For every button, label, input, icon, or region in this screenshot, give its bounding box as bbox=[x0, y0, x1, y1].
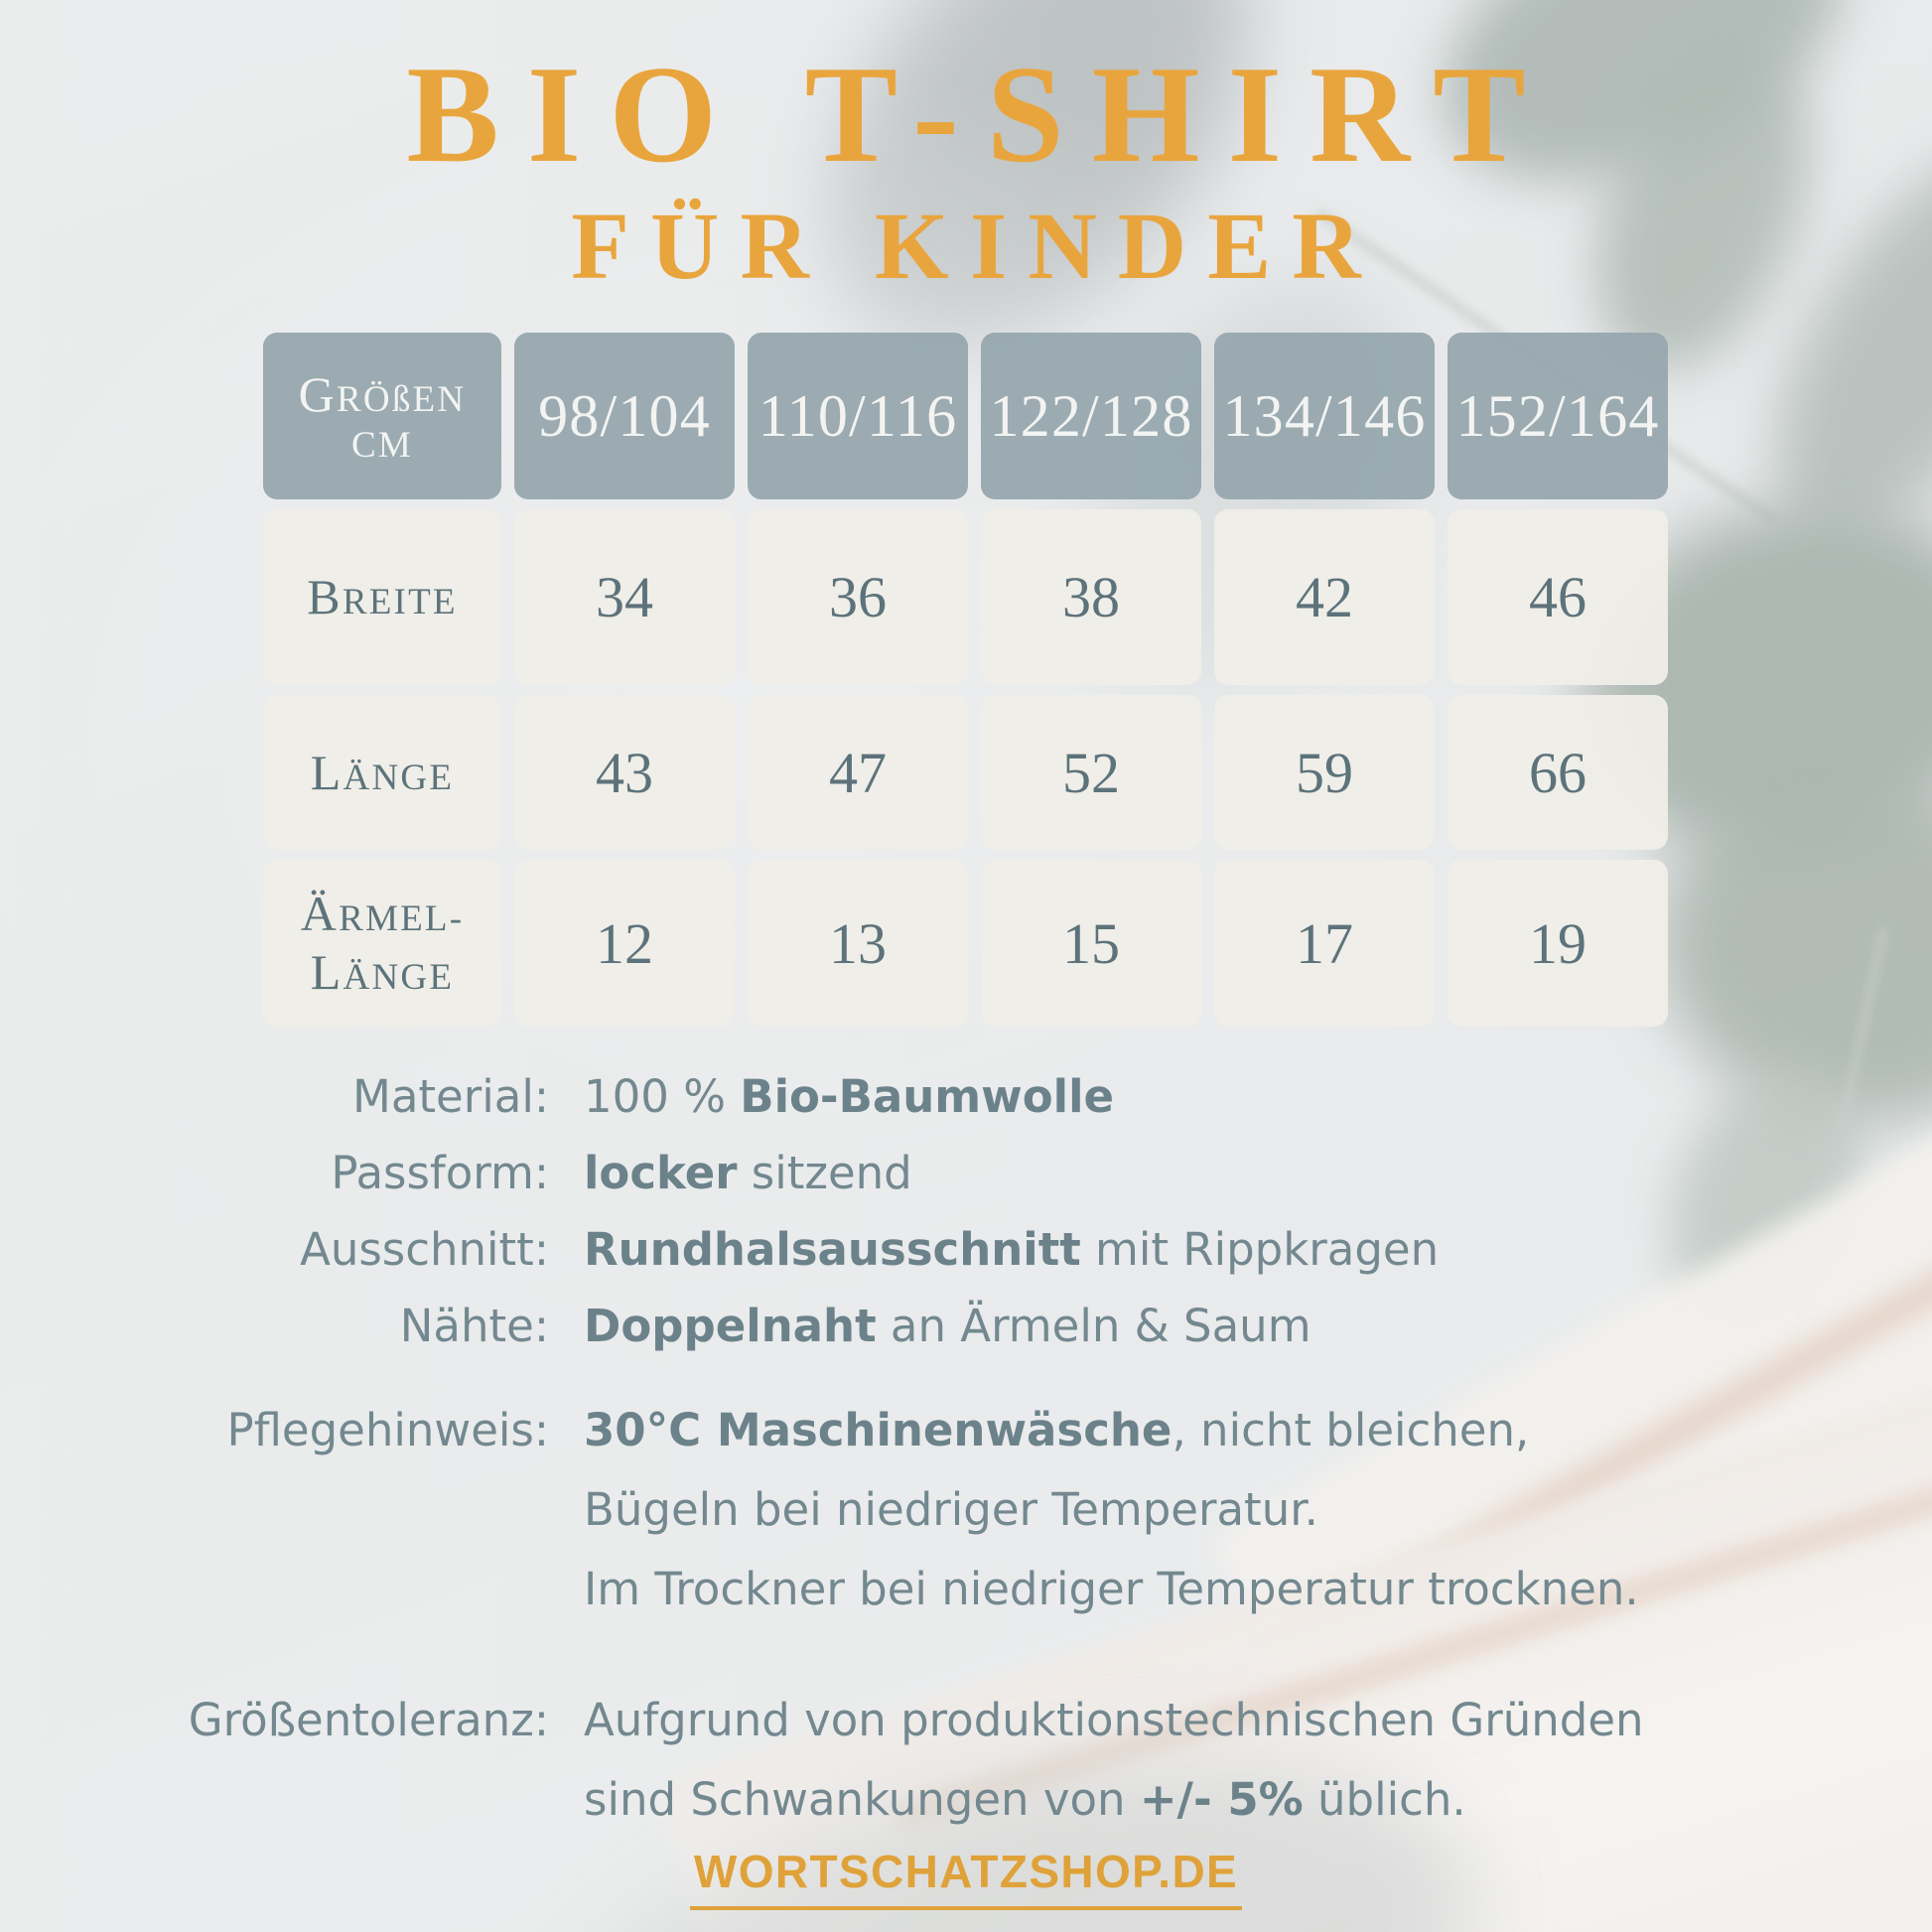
size-row-label-breite: BREITE bbox=[263, 509, 501, 685]
size-row-label-laenge: LÄNGE bbox=[263, 695, 501, 850]
product-title: BIO T-SHIRT bbox=[406, 38, 1554, 192]
size-table-corner-header: GRÖßEN CM bbox=[263, 333, 501, 499]
detail-row-ausschnitt: Ausschnitt: Rundhalsausschnitt mit Rippk… bbox=[97, 1211, 1864, 1288]
size-value-cell: 52 bbox=[981, 695, 1201, 850]
shop-url-link[interactable]: WORTSCHATZSHOP.DE bbox=[689, 1845, 1243, 1910]
size-value-cell: 46 bbox=[1448, 509, 1668, 685]
care-line-3: Im Trockner bei niedriger Temperatur tro… bbox=[584, 1563, 1639, 1615]
detail-label-passform: Passform: bbox=[331, 1147, 549, 1199]
detail-value-passform: locker sitzend bbox=[584, 1147, 912, 1199]
care-label: Pflegehinweis: bbox=[226, 1404, 549, 1456]
size-column-header: 152/164 bbox=[1448, 333, 1668, 499]
size-value-cell: 13 bbox=[748, 860, 968, 1027]
detail-label-naehte: Nähte: bbox=[399, 1300, 549, 1352]
title-block: BIO T-SHIRT FÜR KINDER bbox=[0, 46, 1932, 294]
product-subtitle: FÜR KINDER bbox=[571, 193, 1382, 299]
detail-row-naehte: Nähte: Doppelnaht an Ärmeln & Saum bbox=[97, 1288, 1864, 1364]
size-value-cell: 19 bbox=[1448, 860, 1668, 1027]
size-value-cell: 36 bbox=[748, 509, 968, 685]
size-value-cell: 66 bbox=[1448, 695, 1668, 850]
size-column-header: 134/146 bbox=[1214, 333, 1435, 499]
corner-header-line1: GRÖßEN bbox=[298, 365, 467, 422]
size-column-header: 122/128 bbox=[981, 333, 1201, 499]
detail-row-material: Material: 100 % Bio-Baumwolle bbox=[97, 1058, 1864, 1135]
corner-header-line2: CM bbox=[350, 424, 414, 466]
size-value-cell: 15 bbox=[981, 860, 1201, 1027]
care-text: 30°C Maschinenwäsche, nicht bleichen, Bü… bbox=[584, 1391, 1864, 1629]
size-column-header: 98/104 bbox=[514, 333, 735, 499]
size-table: GRÖßEN CM 98/104 110/116 122/128 134/146… bbox=[263, 333, 1668, 1027]
detail-label-ausschnitt: Ausschnitt: bbox=[300, 1223, 549, 1276]
tolerance-line-1: Aufgrund von produktionstechnischen Grün… bbox=[584, 1694, 1644, 1746]
care-line-2: Bügeln bei niedriger Temperatur. bbox=[584, 1483, 1318, 1536]
size-value-cell: 34 bbox=[514, 509, 735, 685]
size-column-header: 110/116 bbox=[748, 333, 968, 499]
detail-value-naehte: Doppelnaht an Ärmeln & Saum bbox=[584, 1300, 1311, 1352]
tolerance-text: Aufgrund von produktionstechnischen Grün… bbox=[584, 1681, 1864, 1840]
tolerance-row: Größentoleranz: Aufgrund von produktions… bbox=[97, 1681, 1864, 1840]
detail-row-passform: Passform: locker sitzend bbox=[97, 1135, 1864, 1211]
care-line-1: 30°C Maschinenwäsche, nicht bleichen, bbox=[584, 1404, 1530, 1456]
tolerance-label: Größentoleranz: bbox=[188, 1694, 549, 1746]
size-value-cell: 59 bbox=[1214, 695, 1435, 850]
size-tolerance: Größentoleranz: Aufgrund von produktions… bbox=[97, 1681, 1864, 1840]
size-value-cell: 12 bbox=[514, 860, 735, 1027]
size-row-label-aermellaenge: ÄRMEL- LÄNGE bbox=[263, 860, 501, 1027]
size-value-cell: 38 bbox=[981, 509, 1201, 685]
detail-value-ausschnitt: Rundhalsausschnitt mit Rippkragen bbox=[584, 1223, 1440, 1276]
size-value-cell: 43 bbox=[514, 695, 735, 850]
size-value-cell: 17 bbox=[1214, 860, 1435, 1027]
detail-value-material: 100 % Bio-Baumwolle bbox=[584, 1070, 1115, 1123]
footer: WORTSCHATZSHOP.DE bbox=[0, 1845, 1932, 1910]
care-row: Pflegehinweis: 30°C Maschinenwäsche, nic… bbox=[97, 1391, 1864, 1629]
product-details: Material: 100 % Bio-Baumwolle Passform: … bbox=[97, 1058, 1864, 1364]
size-value-cell: 47 bbox=[748, 695, 968, 850]
size-value-cell: 42 bbox=[1214, 509, 1435, 685]
detail-label-material: Material: bbox=[352, 1070, 549, 1123]
care-instructions: Pflegehinweis: 30°C Maschinenwäsche, nic… bbox=[97, 1391, 1864, 1629]
tolerance-line-2: sind Schwankungen von +/- 5% üblich. bbox=[584, 1773, 1466, 1826]
